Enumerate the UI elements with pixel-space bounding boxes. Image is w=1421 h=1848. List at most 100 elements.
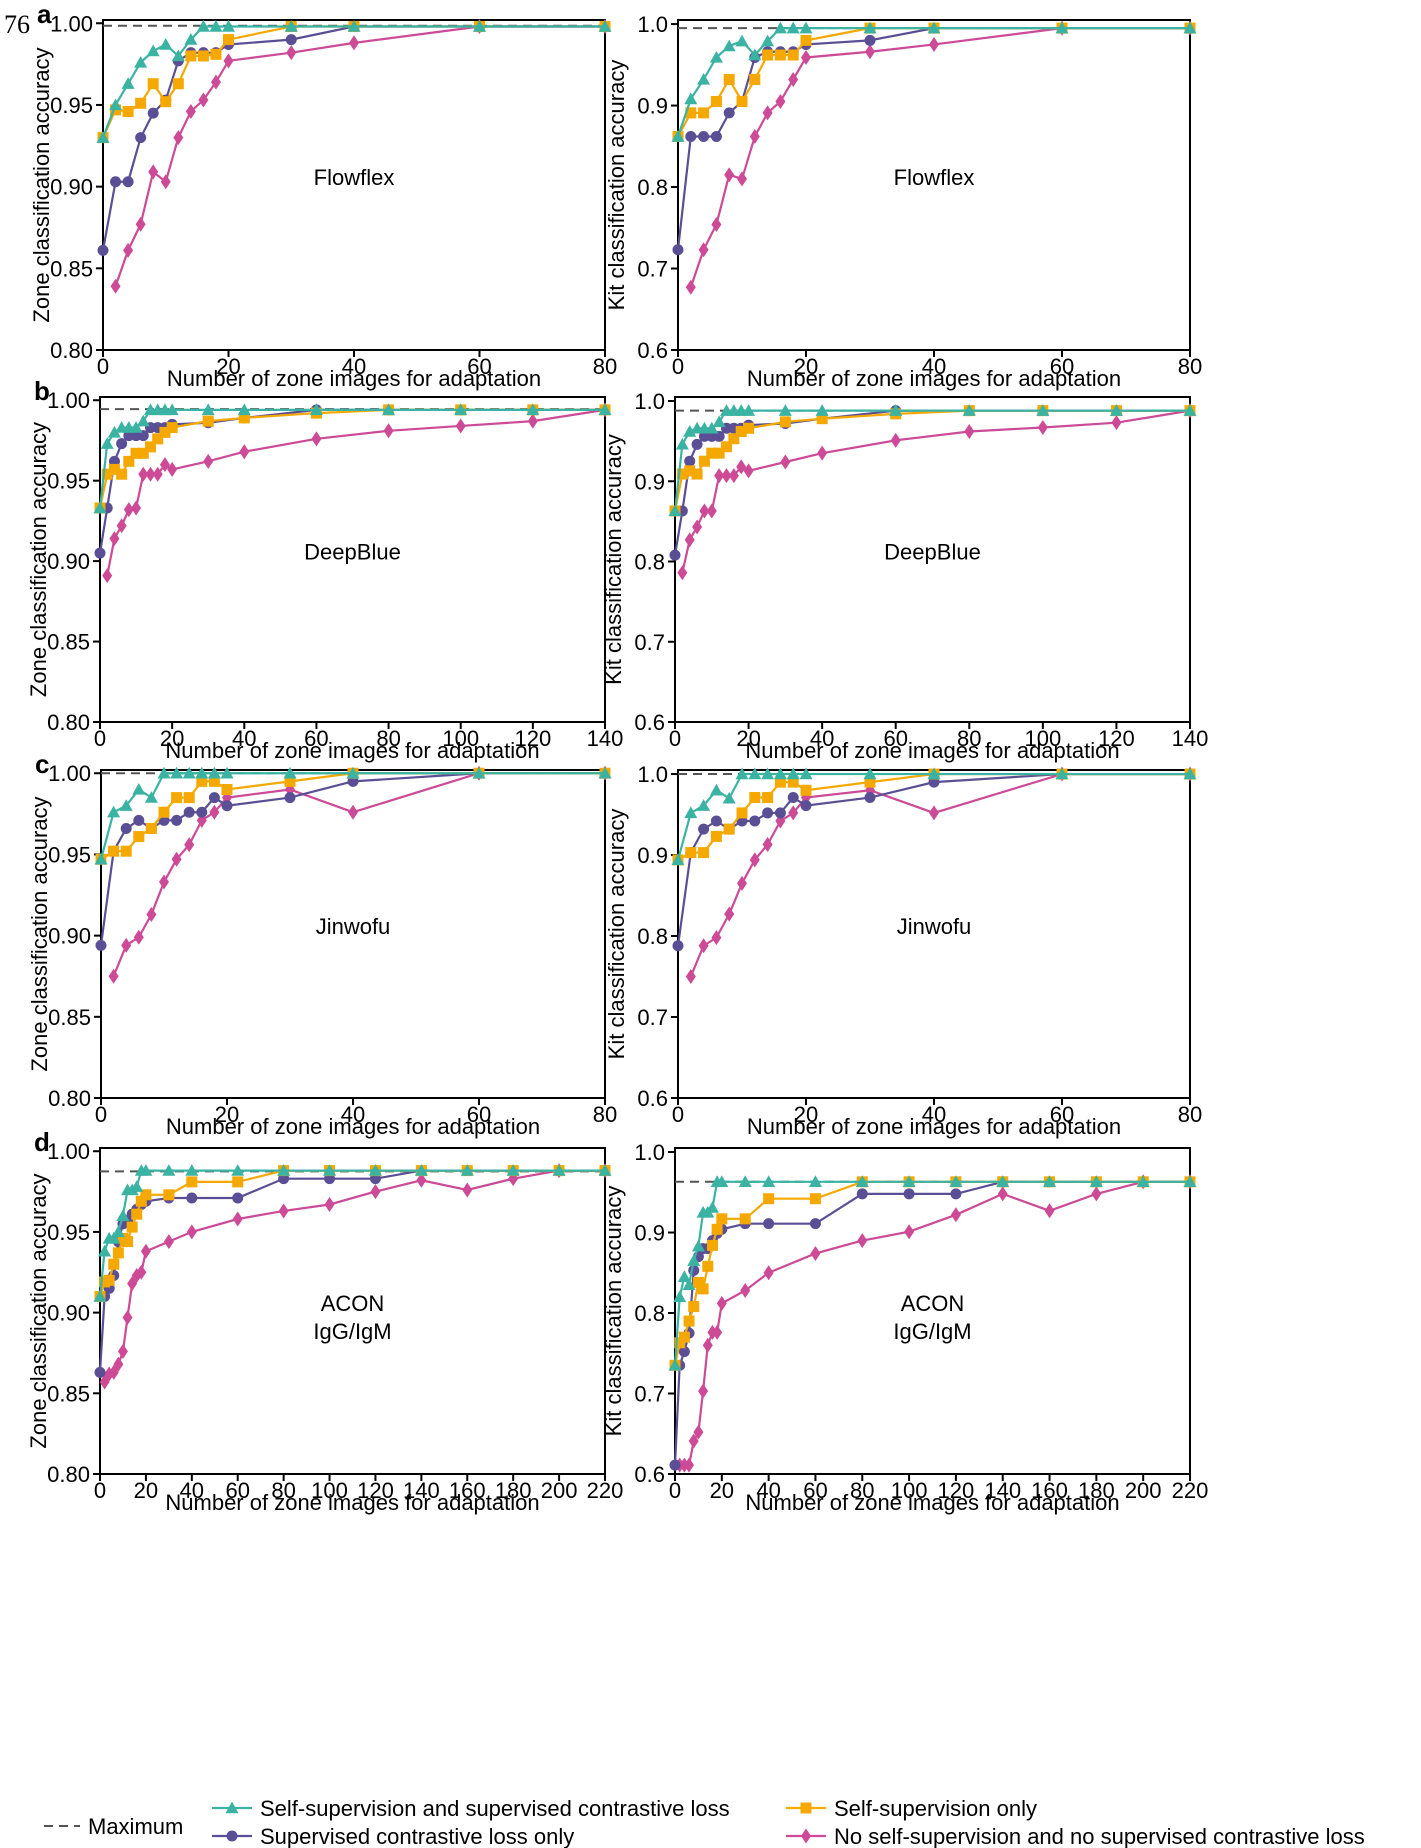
data-point-ssl bbox=[108, 463, 120, 475]
data-point-none bbox=[904, 1224, 915, 1240]
data-point-ssl bbox=[809, 1193, 821, 1205]
data-point-ssl_scl bbox=[675, 437, 689, 450]
data-point-none bbox=[527, 413, 538, 429]
data-point-ssl bbox=[800, 784, 812, 796]
data-point-none bbox=[801, 49, 811, 65]
data-point-ssl bbox=[108, 845, 120, 857]
data-point-none bbox=[286, 45, 297, 61]
x-tick-label: 100 bbox=[311, 1478, 348, 1503]
series-line-ssl_scl bbox=[673, 1180, 1190, 1366]
data-point-ssl bbox=[710, 95, 722, 107]
data-point-ssl_scl bbox=[996, 1175, 1010, 1188]
y-axis-title: Kit classification accuracy bbox=[601, 1186, 626, 1437]
kit-name-label: DeepBlue bbox=[304, 540, 401, 565]
data-point-none bbox=[135, 216, 146, 232]
data-point-none bbox=[724, 906, 735, 922]
data-point-scl bbox=[133, 814, 145, 826]
legend-label-ssl_scl: Self-supervision and supervised contrast… bbox=[260, 1796, 730, 1821]
data-point-none bbox=[997, 1186, 1008, 1202]
data-point-ssl_scl bbox=[808, 1175, 822, 1188]
data-point-ssl bbox=[172, 78, 184, 90]
plot-frame bbox=[99, 1147, 606, 1475]
data-point-none bbox=[173, 130, 184, 146]
data-point-ssl bbox=[698, 107, 710, 119]
data-point-none bbox=[210, 74, 221, 90]
data-point-ssl_scl bbox=[786, 767, 800, 780]
data-point-ssl bbox=[749, 73, 761, 85]
data-point-none bbox=[311, 431, 322, 447]
data-point-scl bbox=[723, 107, 735, 119]
data-point-ssl_scl bbox=[231, 1164, 245, 1176]
x-tick-label: 120 bbox=[514, 726, 551, 751]
data-point-none bbox=[699, 503, 710, 519]
data-point-ssl_scl bbox=[157, 766, 171, 779]
kit-name-label: Jinwofu bbox=[316, 914, 391, 939]
data-point-ssl bbox=[160, 96, 172, 108]
x-tick-label: 200 bbox=[541, 1478, 578, 1503]
data-point-ssl_scl bbox=[119, 799, 133, 811]
data-point-none bbox=[462, 1182, 473, 1198]
data-point-ssl bbox=[126, 1221, 138, 1233]
data-point-ssl bbox=[145, 822, 157, 834]
data-point-ssl bbox=[122, 1236, 134, 1248]
series-line-none bbox=[689, 772, 1190, 977]
data-point-ssl bbox=[145, 441, 156, 453]
data-point-ssl bbox=[678, 1331, 690, 1343]
data-point-ssl_scl bbox=[195, 766, 209, 779]
series-ssl bbox=[94, 1165, 611, 1302]
y-tick-label: 0.95 bbox=[48, 842, 91, 867]
x-tick-label: 20 bbox=[794, 1102, 818, 1127]
data-point-ssl bbox=[774, 49, 786, 61]
x-axis-title: Number of zone images for adaptation bbox=[165, 738, 539, 763]
data-point-ssl bbox=[196, 775, 208, 787]
data-point-ssl_scl bbox=[1136, 1175, 1150, 1188]
data-point-ssl_scl bbox=[697, 72, 711, 85]
data-point-scl bbox=[678, 1346, 690, 1358]
data-point-ssl bbox=[202, 415, 214, 427]
x-tick-label: 40 bbox=[810, 726, 834, 751]
data-point-scl bbox=[186, 1192, 198, 1204]
data-point-ssl_scl bbox=[735, 767, 749, 780]
data-point-ssl_scl bbox=[96, 131, 110, 143]
data-point-ssl_scl bbox=[222, 20, 235, 32]
data-point-ssl_scl bbox=[684, 92, 698, 105]
y-tick-label: 0.6 bbox=[637, 1086, 668, 1111]
data-point-ssl_scl bbox=[735, 34, 749, 47]
data-point-ssl bbox=[221, 783, 233, 795]
data-point-none bbox=[711, 930, 722, 946]
data-point-ssl_scl bbox=[107, 425, 121, 438]
data-point-none bbox=[1044, 1203, 1055, 1219]
series-none bbox=[102, 402, 610, 584]
data-point-none bbox=[685, 969, 696, 985]
legend: Maximum Self-supervision and supervised c… bbox=[44, 1796, 1365, 1848]
data-point-none bbox=[716, 1295, 727, 1311]
data-point-ssl bbox=[779, 416, 791, 428]
data-point-ssl_scl bbox=[1089, 1175, 1103, 1188]
data-point-ssl_scl bbox=[815, 404, 829, 416]
data-point-ssl bbox=[683, 1315, 695, 1327]
y-tick-label: 0.9 bbox=[637, 94, 668, 119]
data-point-none bbox=[148, 164, 159, 180]
data-point-ssl bbox=[749, 792, 761, 804]
data-point-none bbox=[185, 103, 196, 119]
kit-name-label: Jinwofu bbox=[897, 914, 972, 939]
x-tick-label: 60 bbox=[883, 726, 907, 751]
data-point-scl bbox=[122, 176, 134, 188]
series-none bbox=[685, 20, 1195, 295]
panel-label: d bbox=[34, 1127, 50, 1157]
kit-name-label: DeepBlue bbox=[884, 540, 981, 565]
data-point-ssl_scl bbox=[742, 404, 756, 416]
x-axis-title: Number of zone images for adaptation bbox=[166, 1114, 540, 1139]
data-point-none bbox=[929, 36, 939, 52]
chart-panel-2: 0 20 40 60 80 0.6 0.7 0.8 0.9 1.0 Number of zone i… bbox=[604, 12, 1202, 391]
data-point-none bbox=[184, 837, 195, 853]
data-point-ssl_scl bbox=[107, 1231, 121, 1244]
x-tick-label: 220 bbox=[587, 1478, 624, 1503]
kit-name-label: IgG/IgM bbox=[313, 1319, 391, 1344]
data-point-ssl bbox=[130, 447, 142, 459]
data-point-ssl_scl bbox=[722, 39, 736, 52]
y-tick-label: 0.90 bbox=[47, 549, 90, 574]
data-point-none bbox=[1091, 1186, 1102, 1202]
data-point-ssl_scl bbox=[347, 20, 361, 32]
data-point-none bbox=[692, 519, 703, 535]
